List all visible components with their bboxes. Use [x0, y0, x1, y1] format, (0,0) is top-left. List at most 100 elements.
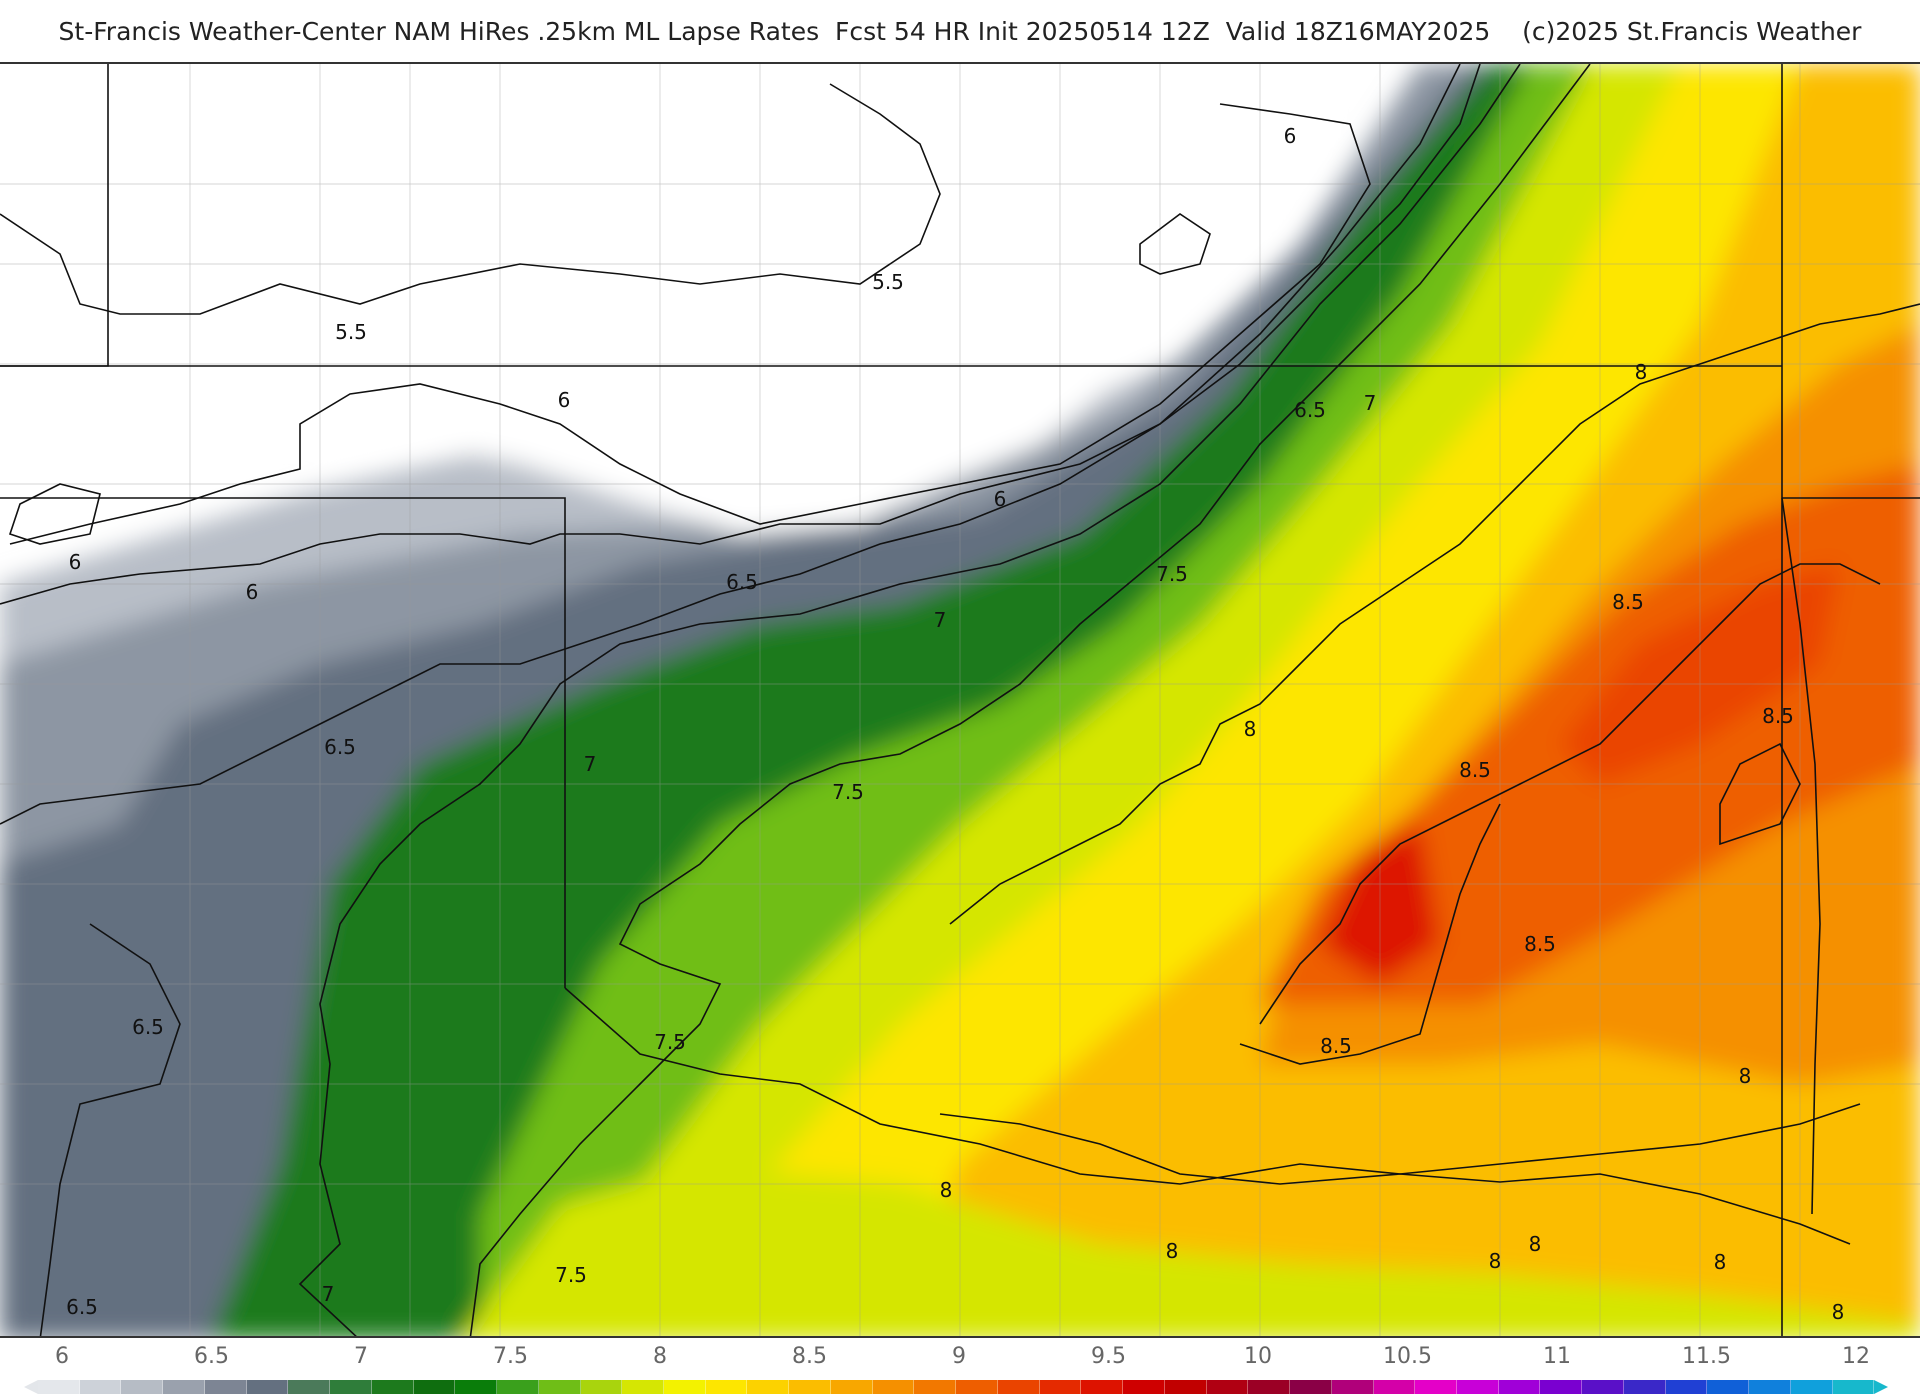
colorbar-swatch: [538, 1380, 581, 1394]
colorbar-swatch: [288, 1380, 331, 1394]
colorbar-swatch: [747, 1380, 790, 1394]
contour-label: 8.5: [1612, 590, 1644, 614]
colorbar-swatch: [1290, 1380, 1332, 1394]
contour-label: 7: [1364, 391, 1377, 415]
colorbar: [38, 1380, 1875, 1394]
contour-label: 8.5: [1320, 1034, 1352, 1058]
colorbar-swatch: [1832, 1380, 1875, 1394]
contour-label: 8.5: [1762, 704, 1794, 728]
colorbar-swatch: [79, 1380, 122, 1394]
colorbar-swatch: [705, 1380, 748, 1394]
legend-tick-label: 10.5: [1383, 1344, 1432, 1369]
legend-tick-label: 7: [354, 1344, 368, 1369]
contour-label: 8: [1244, 717, 1257, 741]
colorbar-swatch: [163, 1380, 205, 1394]
legend-tick-label: 9: [952, 1344, 966, 1369]
state-boundaries: [0, 64, 1920, 1336]
legend-tick-label: 8: [653, 1344, 667, 1369]
contour-label: 8.5: [1459, 758, 1491, 782]
contour-label: 6: [1284, 124, 1297, 148]
county-lines: [0, 64, 1920, 1336]
colorbar-swatch: [580, 1380, 623, 1394]
contour-label: 8: [940, 1178, 953, 1202]
colorbar-swatch: [371, 1380, 414, 1394]
colorbar-swatch: [1540, 1380, 1583, 1394]
colorbar-swatch: [1206, 1380, 1249, 1394]
contour-label: 8: [1714, 1250, 1727, 1274]
colorbar-swatch: [246, 1380, 289, 1394]
colorbar-swatch: [1456, 1380, 1499, 1394]
colorbar-swatch: [413, 1380, 456, 1394]
colorbar-swatch: [1164, 1380, 1207, 1394]
contour-label: 6.5: [1294, 398, 1326, 422]
map-title: St-Francis Weather-Center NAM HiRes .25k…: [58, 16, 1862, 46]
map-panel: 6 5.5 5.5 6 6 6.5 7 6 6 6.5 7.5 7 6.5 8 7 7.5 8.5 8.5 8.5 8…: [0, 62, 1920, 1338]
colorbar-high-arrow-icon: [1874, 1380, 1888, 1394]
colorbar-swatch: [789, 1380, 831, 1394]
colorbar-swatch: [1790, 1380, 1833, 1394]
contour-label: 6: [246, 580, 259, 604]
legend-tick-label: 9.5: [1091, 1344, 1126, 1369]
contour-lines: [0, 64, 1920, 1336]
colorbar-swatch: [1707, 1380, 1750, 1394]
contour-label: 6.5: [324, 735, 356, 759]
colorbar-legend: 6 6.5 7 7.5 8 8.5 9 9.5 10 10.5 11 11.5 12: [0, 1338, 1920, 1400]
colorbar-swatch: [622, 1380, 665, 1394]
colorbar-swatch: [1331, 1380, 1374, 1394]
colorbar-swatch: [1498, 1380, 1541, 1394]
contour-label: 8: [1739, 1064, 1752, 1088]
contour-label: 7: [322, 1282, 335, 1306]
colorbar-low-arrow-icon: [24, 1380, 38, 1394]
colorbar-swatch: [1665, 1380, 1708, 1394]
colorbar-swatch: [914, 1380, 957, 1394]
contour-label: 8: [1832, 1300, 1845, 1324]
colorbar-swatch: [956, 1380, 998, 1394]
contour-label: 5.5: [872, 270, 904, 294]
legend-tick-label: 11: [1543, 1344, 1571, 1369]
legend-tick-label: 12: [1842, 1344, 1870, 1369]
legend-tick-label: 6: [55, 1344, 69, 1369]
colorbar-swatch: [1248, 1380, 1291, 1394]
contour-label: 6.5: [66, 1295, 98, 1319]
colorbar-swatch: [330, 1380, 372, 1394]
lapse-rate-map: 6 5.5 5.5 6 6 6.5 7 6 6 6.5 7.5 7 6.5 8 7 7.5 8.5 8.5 8.5 8…: [0, 64, 1920, 1336]
colorbar-swatch: [1749, 1380, 1791, 1394]
contour-label: 8: [1635, 360, 1648, 384]
legend-tick-label: 7.5: [493, 1344, 528, 1369]
contour-label: 8: [1529, 1232, 1542, 1256]
contour-label: 7.5: [1156, 562, 1188, 586]
colorbar-swatch: [872, 1380, 915, 1394]
contour-label: 7: [584, 752, 597, 776]
contour-label: 7.5: [654, 1030, 686, 1054]
contour-labels: 6 5.5 5.5 6 6 6.5 7 6 6 6.5 7.5 7 6.5 8 7 7.5 8.5 8.5 8.5 8…: [66, 124, 1845, 1324]
legend-tick-label: 8.5: [792, 1344, 827, 1369]
colorbar-swatch: [1582, 1380, 1624, 1394]
legend-tick-label: 11.5: [1682, 1344, 1731, 1369]
contour-label: 8.5: [1524, 932, 1556, 956]
colorbar-swatch: [204, 1380, 247, 1394]
colorbar-swatch: [1373, 1380, 1416, 1394]
contour-label: 8: [1166, 1239, 1179, 1263]
colorbar-swatch: [1039, 1380, 1082, 1394]
colorbar-swatch: [997, 1380, 1040, 1394]
contour-label: 7.5: [555, 1263, 587, 1287]
contour-label: 6: [994, 487, 1007, 511]
colorbar-swatch: [664, 1380, 706, 1394]
colorbar-swatch: [497, 1380, 539, 1394]
contour-label: 7: [934, 608, 947, 632]
legend-tick-label: 6.5: [194, 1344, 229, 1369]
colorbar-swatch: [455, 1380, 498, 1394]
contour-label: 6.5: [132, 1015, 164, 1039]
colorbar-swatch: [38, 1380, 80, 1394]
title-bar: St-Francis Weather-Center NAM HiRes .25k…: [0, 0, 1920, 62]
colorbar-swatch: [121, 1380, 164, 1394]
colorbar-swatch: [830, 1380, 873, 1394]
colorbar-swatch: [1123, 1380, 1165, 1394]
colorbar-swatch: [1623, 1380, 1666, 1394]
contour-label: 6: [69, 550, 82, 574]
contour-label: 6: [558, 388, 571, 412]
contour-label: 7.5: [832, 780, 864, 804]
colorbar-swatch: [1415, 1380, 1457, 1394]
contour-label: 6.5: [726, 570, 758, 594]
colorbar-swatch: [1081, 1380, 1124, 1394]
